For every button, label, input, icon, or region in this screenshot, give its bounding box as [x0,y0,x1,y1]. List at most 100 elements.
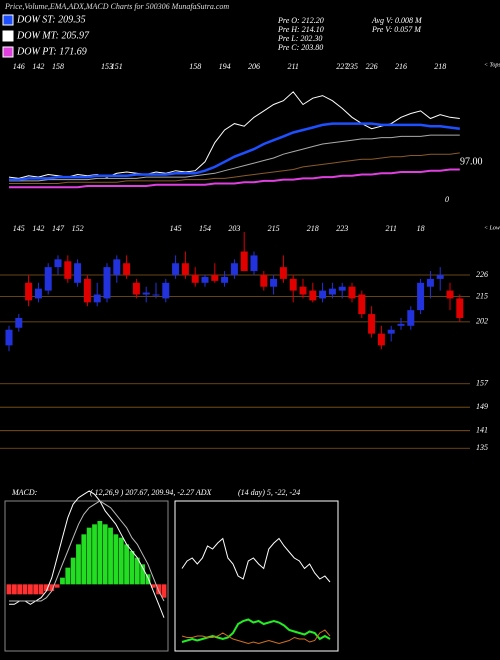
candle-body [181,263,189,275]
stat: Pre V: 0.057 M [371,25,422,34]
histogram-bar [92,524,97,585]
point-label: 147 [52,224,65,233]
point-label: 211 [385,224,396,233]
chart-title: Price,Volume,EMA,ADX,MACD Charts for 500… [4,2,229,11]
point-label: 194 [219,62,231,71]
candle-body [270,278,278,287]
y-tick-label: 202 [476,317,488,326]
stat: Pre O: 212.20 [277,16,324,25]
legend-swatch [2,14,14,26]
histogram-bar [49,584,55,591]
point-label: 145 [170,224,182,233]
macd-frame [4,500,169,652]
candle-body [103,267,111,299]
candle-body [44,267,52,291]
point-label: 226 [366,62,378,71]
y-tick-label: 215 [476,291,488,300]
point-label: 216 [395,62,407,71]
candle-body [191,274,199,283]
annotation: 0 [445,195,449,204]
point-label: 18 [417,224,425,233]
histogram-bar [124,544,129,585]
point-label: 151 [111,62,123,71]
series-line [181,537,331,583]
candle-body [260,274,268,287]
stat: Avg V: 0.008 M [371,16,423,25]
candle-body [64,261,72,279]
series-line [9,490,165,618]
histogram-bar [22,584,28,595]
y-tick-label: 149 [476,402,488,411]
candle-body [328,288,336,295]
legend-label: DOW ST: 209.35 [16,14,86,25]
indicator-label: (14 day) 5, -22, -24 [238,488,300,497]
y-tick-label: 141 [476,425,488,434]
candle-body [387,329,395,334]
candle-body [436,274,444,279]
histogram-bar [81,534,87,585]
histogram-bar [129,551,135,585]
candle-body [397,323,405,326]
stat: Pre C: 203.80 [277,43,323,52]
candle-body [83,278,91,303]
candle-body [142,292,150,295]
histogram-bar [161,584,167,598]
histogram-bar [76,544,81,585]
annotation: 97.00 [460,156,483,167]
histogram-bar [44,584,49,591]
candle-body [34,288,42,299]
candle-body [368,314,376,334]
series-line [9,134,460,182]
histogram-bar [102,524,108,585]
candle-body [377,333,385,346]
candle-body [407,310,415,326]
histogram-bar [11,584,17,595]
point-label: 203 [228,224,240,233]
candle-body [309,290,317,301]
histogram-bar [33,584,39,595]
point-label: 227 [336,62,349,71]
histogram-bar [65,567,71,585]
candle-body [172,263,180,275]
candle-body [113,259,121,275]
candle-body [250,255,258,272]
legend-swatch [2,46,14,58]
candle-body [417,282,425,311]
candle-body [230,263,238,275]
histogram-bar [86,527,92,585]
candle-body [132,282,140,295]
stat: Pre H: 214.10 [277,25,324,34]
side-label: < Lows [484,225,500,231]
candle-body [93,294,101,303]
histogram-bar [97,521,103,585]
y-tick-label: 226 [476,270,488,279]
point-label: 142 [32,62,44,71]
candle-body [289,278,297,291]
indicator-label: ( 12,26,9 ) 207.67, 209.94, -2.27 ADX [90,488,213,497]
series-line [9,500,165,602]
legend-label: DOW PT: 171.69 [16,46,87,57]
point-label: 145 [13,224,25,233]
candle-body [74,263,82,283]
histogram-bar [140,564,146,585]
legend-label: DOW MT: 205.97 [16,30,90,41]
histogram-bar [54,584,60,588]
candle-body [221,276,229,283]
candle-body [338,286,346,291]
candle-body [279,267,287,279]
point-label: 223 [336,224,348,233]
histogram-bar [70,557,76,585]
candle-body [358,294,366,315]
point-label: 142 [32,224,44,233]
histogram-bar [60,577,65,585]
y-tick-label: 135 [476,443,488,452]
candle-body [123,263,131,275]
candle-body [201,276,209,283]
point-label: 215 [268,224,280,233]
point-label: 153 [101,62,113,71]
histogram-bar [38,584,44,595]
point-label: 154 [199,224,211,233]
point-label: 218 [307,224,319,233]
